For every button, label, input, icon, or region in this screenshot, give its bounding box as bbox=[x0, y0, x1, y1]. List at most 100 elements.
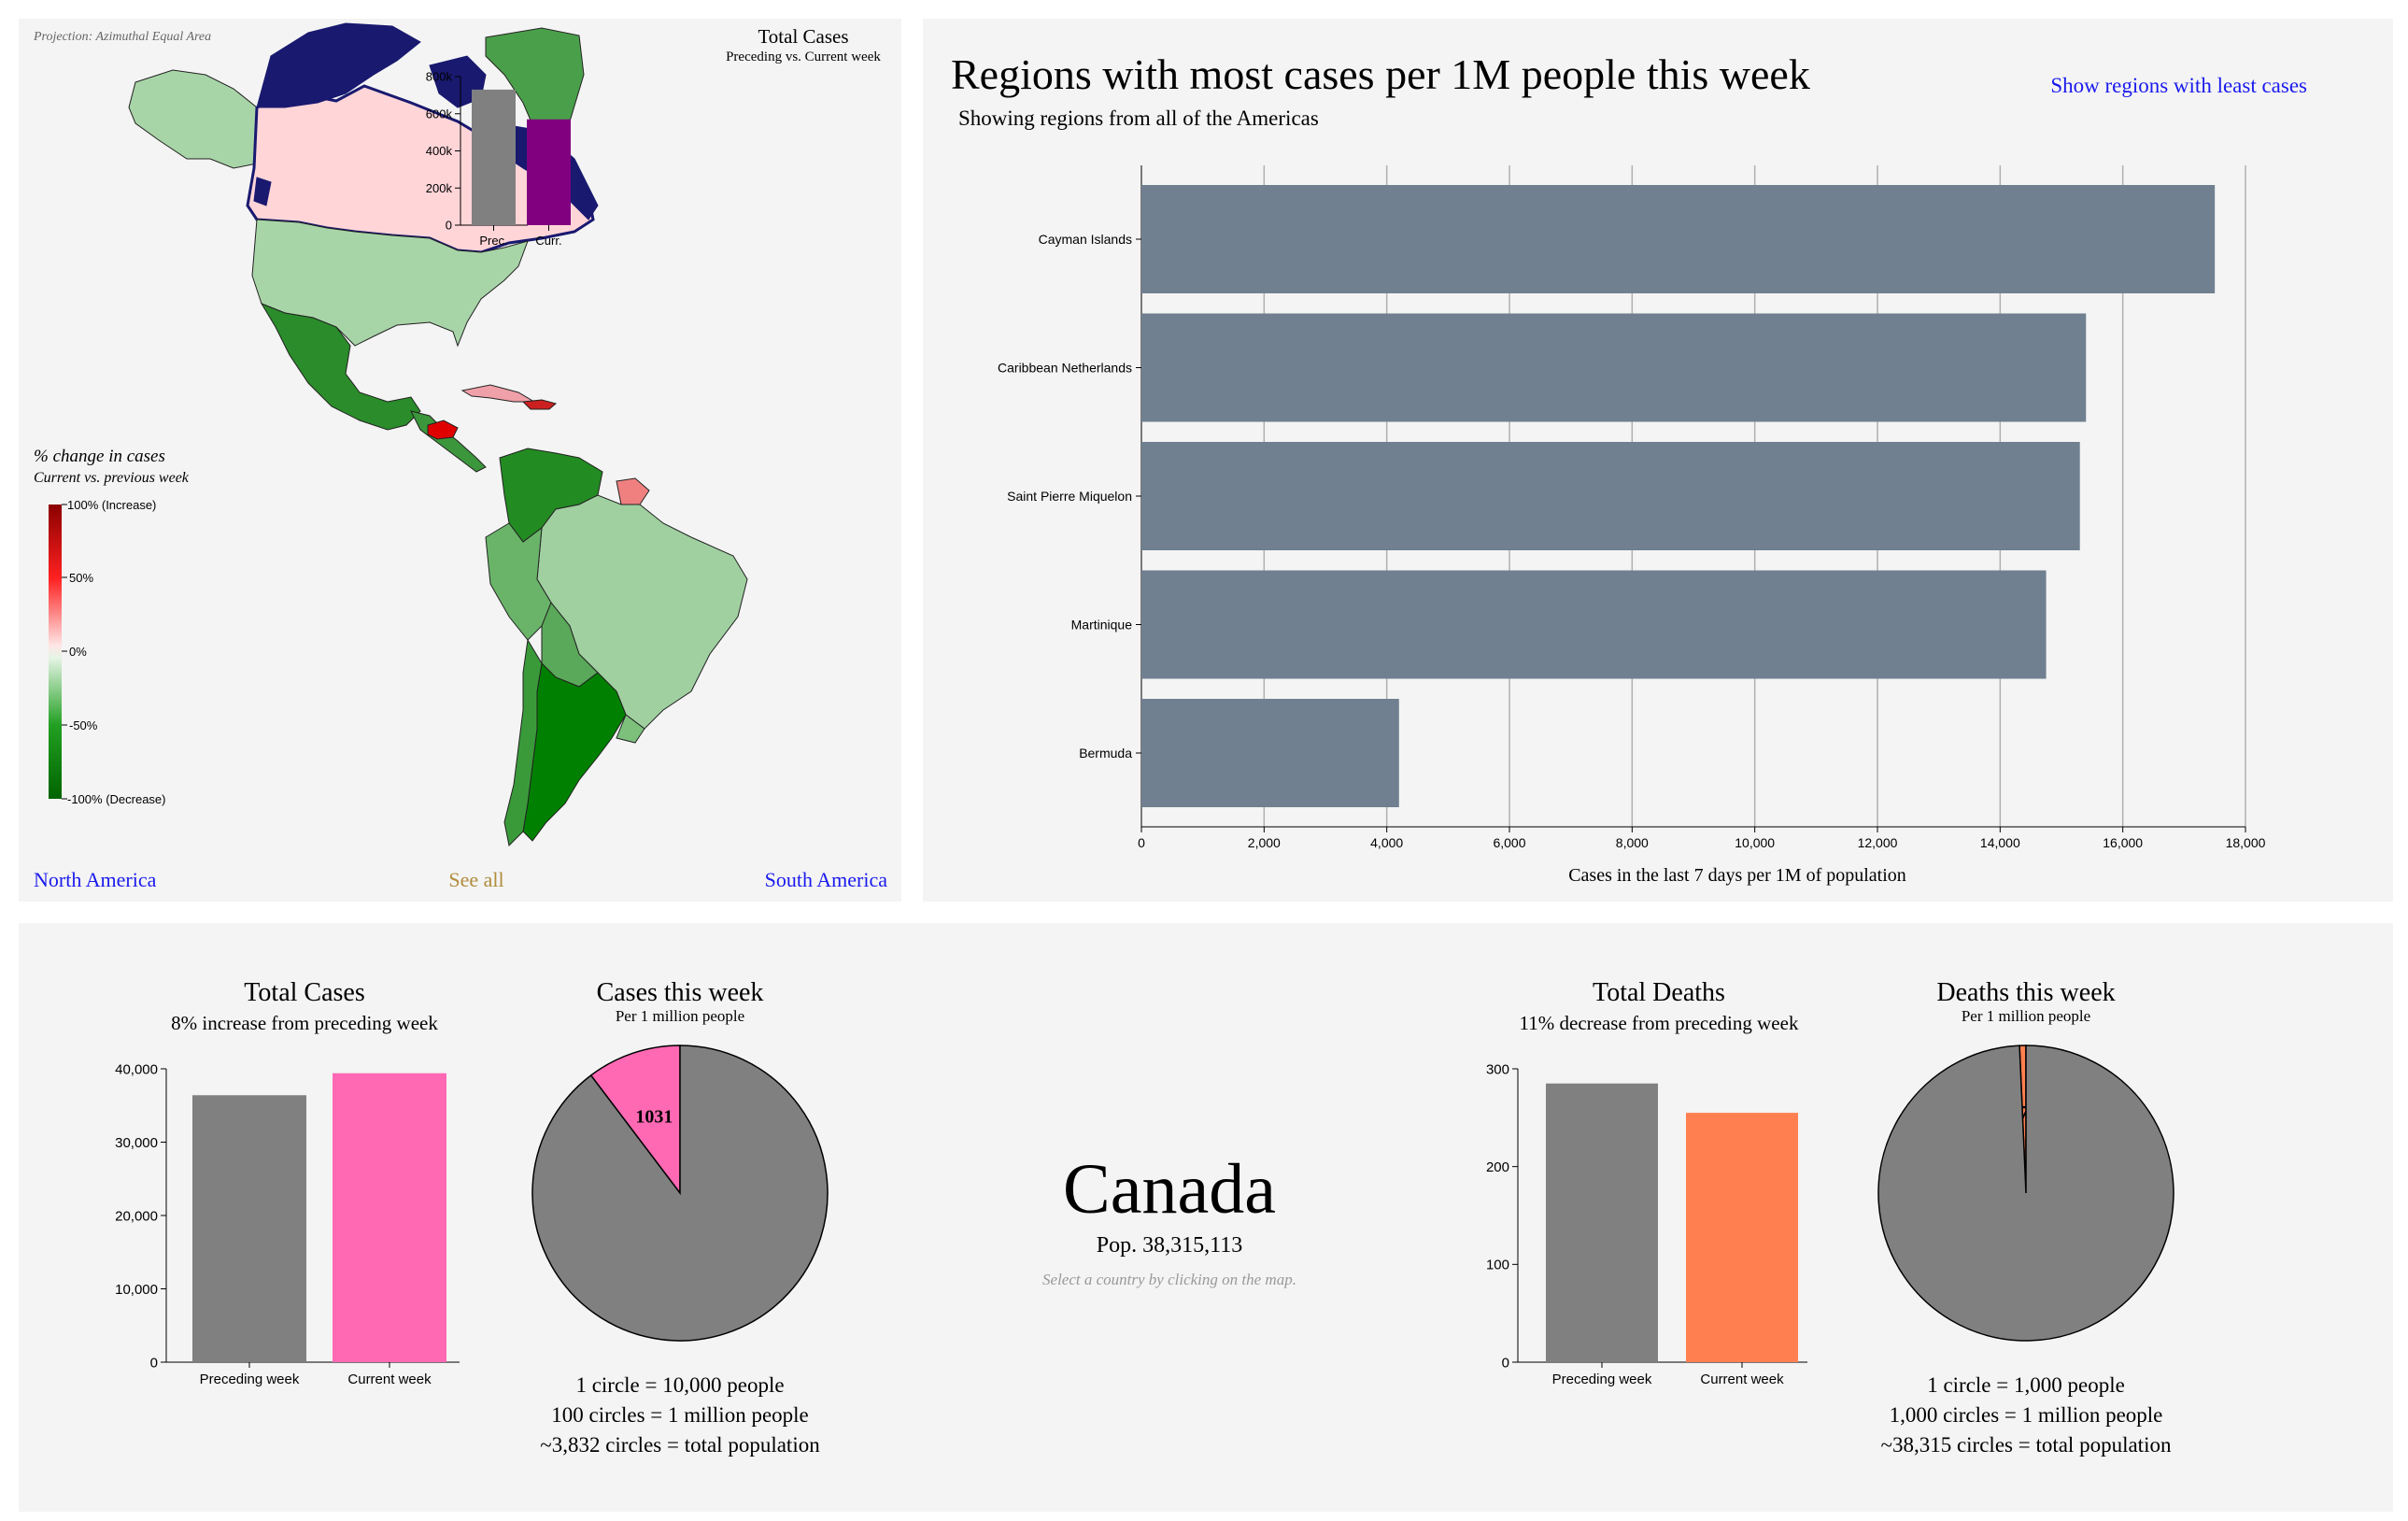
total-cases-subtitle: 8% increase from preceding week bbox=[171, 1012, 438, 1034]
x-tick-label: 6,000 bbox=[1493, 835, 1525, 850]
country-uruguay[interactable] bbox=[616, 714, 645, 744]
change-legend: % change in cases Current vs. previous w… bbox=[34, 447, 190, 806]
y-tick-label: 800k bbox=[426, 70, 453, 84]
y-tick-label: 400k bbox=[426, 144, 453, 158]
south-america-link[interactable]: South America bbox=[765, 868, 888, 891]
y-tick-label: Bermuda bbox=[1079, 746, 1132, 760]
deaths-pie-title: Deaths this week bbox=[1936, 978, 2115, 1007]
y-tick-label: 30,000 bbox=[115, 1135, 158, 1151]
country-population: Pop. 38,315,113 bbox=[1097, 1233, 1242, 1258]
bar-cayman-islands[interactable] bbox=[1141, 185, 2216, 293]
x-tick-label: 12,000 bbox=[1858, 835, 1898, 850]
x-tick-label: 10,000 bbox=[1735, 835, 1775, 850]
country-mexico[interactable] bbox=[260, 302, 421, 431]
map-panel: Projection: Azimuthal Equal Area % chang… bbox=[19, 19, 901, 902]
x-tick-label: 8,000 bbox=[1616, 835, 1649, 850]
deaths-legend-line-3: ~38,315 circles = total population bbox=[1881, 1433, 2172, 1457]
country-hint: Select a country by clicking on the map. bbox=[1042, 1271, 1296, 1288]
pie-slice-label: 1031 bbox=[635, 1107, 673, 1128]
y-tick-label: Martinique bbox=[1071, 618, 1133, 633]
y-tick-label: 0 bbox=[150, 1355, 158, 1371]
bar-current-week[interactable] bbox=[333, 1073, 446, 1362]
map-svg: Projection: Azimuthal Equal Area % chang… bbox=[33, 22, 888, 891]
x-tick-label: Preceding week bbox=[1552, 1372, 1652, 1387]
country-hispaniola[interactable] bbox=[521, 399, 558, 410]
regions-chart-subtitle: Showing regions from all of the Americas bbox=[958, 107, 1319, 130]
y-tick-label: 200k bbox=[426, 181, 453, 195]
legend-tick-50: 50% bbox=[69, 571, 93, 585]
country-honduras[interactable] bbox=[427, 419, 459, 440]
regions-chart-panel: Regions with most cases per 1M people th… bbox=[923, 19, 2393, 902]
projection-label: Projection: Azimuthal Equal Area bbox=[33, 30, 211, 44]
cases-pie-title: Cases this week bbox=[597, 978, 764, 1007]
americas-map bbox=[128, 22, 748, 847]
country-detail-svg: Total Cases 8% increase from preceding w… bbox=[115, 978, 2174, 1457]
bar-caribbean-netherlands[interactable] bbox=[1141, 313, 2087, 422]
x-tick-label: 14,000 bbox=[1980, 835, 2020, 850]
country-chile[interactable] bbox=[503, 638, 543, 847]
pie-slice-current[interactable] bbox=[589, 1045, 681, 1196]
bar-saint-pierre-miquelon[interactable] bbox=[1141, 442, 2080, 550]
y-tick-label: 40,000 bbox=[115, 1061, 158, 1077]
bar-current-week[interactable] bbox=[1686, 1113, 1798, 1362]
country-guianas[interactable] bbox=[616, 477, 650, 505]
legend-title: % change in cases bbox=[34, 447, 165, 466]
cases-legend-line-3: ~3,832 circles = total population bbox=[540, 1433, 820, 1457]
country-argentina[interactable] bbox=[522, 661, 627, 842]
x-tick-label: 0 bbox=[1138, 835, 1145, 850]
y-tick-label: 600k bbox=[426, 107, 453, 121]
total-deaths-title: Total Deaths bbox=[1593, 978, 1725, 1007]
bar-martinique[interactable] bbox=[1141, 570, 2047, 679]
bar-prec-[interactable] bbox=[472, 89, 516, 225]
central-america[interactable] bbox=[410, 410, 487, 473]
bar-preceding-week[interactable] bbox=[192, 1095, 306, 1362]
y-tick-label: 20,000 bbox=[115, 1208, 158, 1224]
pie-slice-rest[interactable] bbox=[531, 1045, 829, 1342]
total-cases-title: Total Cases bbox=[244, 978, 364, 1007]
deaths-legend-line-2: 1,000 circles = 1 million people bbox=[1890, 1403, 2163, 1427]
legend-tick-0: 0% bbox=[69, 645, 87, 659]
north-america-link[interactable]: North America bbox=[34, 868, 157, 891]
legend-tick-neg100: -100% (Decrease) bbox=[67, 792, 166, 806]
x-tick-label: 2,000 bbox=[1248, 835, 1281, 850]
country-name: Canada bbox=[1063, 1150, 1276, 1229]
pie-slice-rest[interactable] bbox=[1877, 1045, 2174, 1342]
show-least-cases-link[interactable]: Show regions with least cases bbox=[2050, 74, 2307, 97]
total-deaths-subtitle: 11% decrease from preceding week bbox=[1520, 1012, 1799, 1034]
y-tick-label: 0 bbox=[1502, 1355, 1509, 1371]
legend-subtitle: Current vs. previous week bbox=[34, 470, 190, 486]
mini-chart-title: Total Cases bbox=[758, 25, 848, 48]
deaths-legend-line-1: 1 circle = 1,000 people bbox=[1927, 1373, 2125, 1397]
regions-chart-svg: Regions with most cases per 1M people th… bbox=[951, 50, 2307, 886]
bar-preceding-week[interactable] bbox=[1546, 1083, 1658, 1362]
mini-total-cases-chart: Total Cases Preceding vs. Current week 0… bbox=[426, 25, 882, 248]
y-tick-label: Cayman Islands bbox=[1039, 232, 1132, 247]
bar-bermuda[interactable] bbox=[1141, 699, 1399, 807]
country-alaska[interactable] bbox=[128, 69, 258, 169]
x-tick-label: Preceding week bbox=[200, 1372, 300, 1387]
legend-gradient-bar bbox=[49, 505, 62, 799]
x-tick-label: 18,000 bbox=[2226, 835, 2266, 850]
cases-legend-line-2: 100 circles = 1 million people bbox=[551, 1403, 809, 1427]
legend-tick-100: 100% (Increase) bbox=[67, 498, 156, 512]
x-tick-label: Current week bbox=[347, 1372, 432, 1387]
country-detail-panel: Total Cases 8% increase from preceding w… bbox=[19, 923, 2393, 1512]
see-all-link[interactable]: See all bbox=[448, 868, 503, 891]
deaths-pie-subtitle: Per 1 million people bbox=[1962, 1007, 2090, 1025]
y-tick-label: Saint Pierre Miquelon bbox=[1007, 489, 1132, 504]
y-tick-label: 100 bbox=[1486, 1258, 1509, 1273]
x-tick-label: Prec. bbox=[479, 234, 507, 248]
x-tick-label: Curr. bbox=[535, 234, 561, 248]
y-tick-label: 0 bbox=[446, 219, 452, 233]
y-tick-label: 300 bbox=[1486, 1061, 1509, 1077]
x-tick-label: 4,000 bbox=[1370, 835, 1403, 850]
cases-legend-line-1: 1 circle = 10,000 people bbox=[575, 1373, 784, 1397]
x-tick-label: 16,000 bbox=[2103, 835, 2143, 850]
bar-curr-[interactable] bbox=[527, 119, 571, 225]
mini-chart-subtitle: Preceding vs. Current week bbox=[726, 50, 881, 64]
y-tick-label: 10,000 bbox=[115, 1282, 158, 1298]
y-tick-label: 200 bbox=[1486, 1159, 1509, 1175]
regions-chart-xlabel: Cases in the last 7 days per 1M of popul… bbox=[1568, 865, 1906, 886]
legend-tick-neg50: -50% bbox=[69, 718, 98, 732]
country-cuba[interactable] bbox=[460, 384, 536, 403]
